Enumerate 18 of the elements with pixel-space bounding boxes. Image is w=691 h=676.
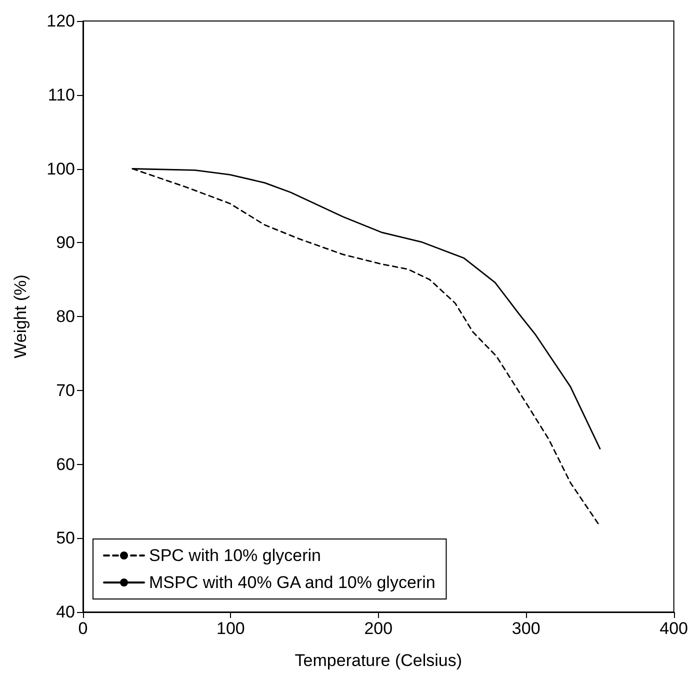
y-tick-label: 70	[56, 380, 75, 400]
x-tick-label: 300	[512, 619, 540, 638]
y-tick-label: 50	[56, 528, 75, 548]
x-tick-label: 200	[364, 619, 393, 638]
legend-label: MSPC with 40% GA and 10% glycerin	[149, 573, 436, 592]
y-tick-label: 60	[56, 454, 75, 474]
legend-label: SPC with 10% glycerin	[149, 546, 321, 565]
x-tick-label: 0	[78, 619, 88, 638]
y-axis-title: Weight (%)	[11, 274, 30, 358]
x-tick-label: 400	[660, 619, 688, 638]
y-tick-label: 80	[56, 307, 75, 326]
x-tick-label: 100	[216, 619, 245, 638]
y-tick-label: 40	[56, 602, 75, 622]
x-axis-title: Temperature (Celsius)	[294, 651, 462, 670]
y-tick-label: 90	[56, 233, 75, 252]
y-tick-label: 120	[46, 12, 75, 30]
y-tick-label: 100	[46, 159, 75, 178]
y-tick-label: 110	[48, 85, 75, 104]
